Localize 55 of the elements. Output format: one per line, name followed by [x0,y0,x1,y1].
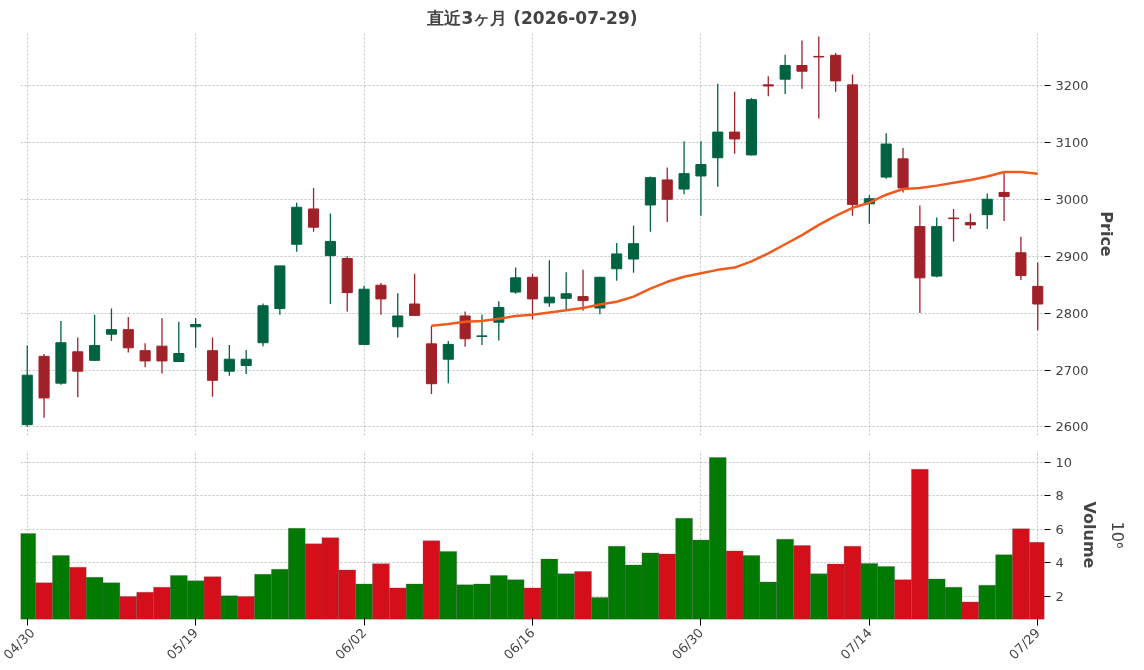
candlestick [240,349,252,375]
y-tick-label: 2900 [1055,248,1089,264]
y-tick-label: 2 [1055,588,1064,604]
candlestick [459,310,471,348]
candlestick [1015,236,1027,281]
candlestick [981,192,993,230]
candlestick [577,269,589,312]
candlestick [543,259,555,308]
line-series [430,170,1040,327]
candlestick [628,224,640,274]
candlestick [173,321,185,363]
candlestick [526,273,539,321]
candlestick [729,91,741,155]
candlestick [813,35,825,120]
candlestick [560,271,572,311]
candlestick [442,340,454,384]
candlestick [661,166,673,223]
candlestick [779,54,791,95]
y-tick-label: 8 [1055,488,1064,504]
y-tick-label: 6 [1055,521,1064,537]
candlestick [190,317,202,349]
y-tick-label: 2600 [1055,419,1089,435]
y-tick-label: 3000 [1055,191,1089,207]
y-axis-title: Price [1096,211,1116,257]
candlestick [510,266,522,295]
candlestick [223,344,235,377]
candlestick [375,282,387,316]
candlestick [392,292,404,339]
y-tick-label: 3200 [1055,77,1089,93]
y-tick-label: 3100 [1055,134,1089,150]
y-tick-label: 2800 [1055,305,1089,321]
chart-title: 直近3ヶ月 (2026-07-29) [426,7,638,28]
candlestick [409,273,421,317]
y-axis-title: Volume [1080,501,1100,569]
candlestick [105,307,117,342]
y-tick-label: 4 [1055,555,1064,571]
text: 10⁶ [1107,521,1127,549]
candlestick [139,342,151,368]
candlestick [762,75,774,97]
candlestick [796,39,808,90]
candlestick [122,316,134,354]
candlestick [948,208,960,243]
candlestick [1032,261,1044,331]
candlestick [156,317,168,375]
candlestick [89,314,101,362]
y-tick-label: 2700 [1055,362,1089,378]
candlestick [998,171,1010,222]
candlestick [72,336,84,399]
candlestick [308,187,320,233]
candlestick [476,314,488,346]
candlestick [324,212,336,305]
candlestick [695,140,707,217]
candlestick [611,242,623,282]
y-tick-label: 10 [1055,454,1073,470]
candlestick [678,140,690,195]
